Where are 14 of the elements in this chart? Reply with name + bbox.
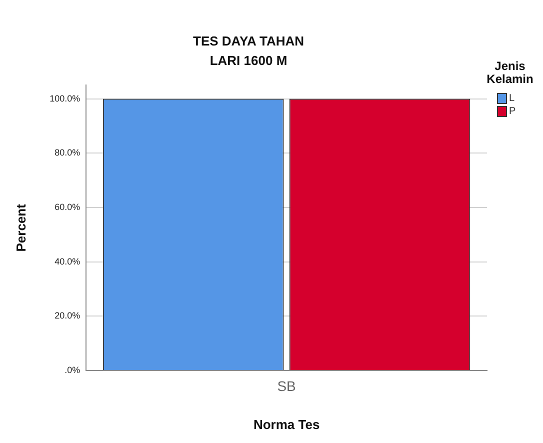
- legend-label: P: [509, 106, 516, 117]
- y-tick-label: 80.0%: [54, 148, 80, 158]
- y-tick-label: .0%: [64, 365, 80, 376]
- y-axis-title: Percent: [13, 203, 28, 252]
- text: L: [509, 93, 515, 104]
- chart-title: TES DAYA TAHAN: [192, 33, 304, 48]
- chart-subtitle: LARI 1600 M: [210, 52, 288, 68]
- x-axis-title: Norma Tes: [253, 416, 320, 432]
- y-tick-label: 100.0%: [50, 93, 80, 104]
- y-tick-label: 40.0%: [54, 256, 80, 266]
- y-tick-label: 20.0%: [54, 310, 80, 321]
- y-tick-label: 60.0%: [54, 202, 80, 212]
- legend-title: Jenis Kelamin: [486, 59, 534, 86]
- x-tick-label: SB: [277, 378, 296, 394]
